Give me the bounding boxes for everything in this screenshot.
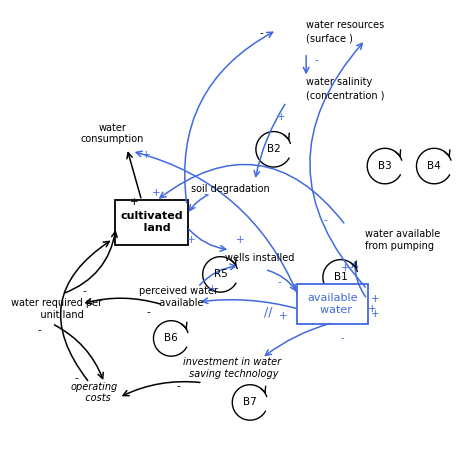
Text: B3: B3 bbox=[378, 161, 392, 171]
Text: B1: B1 bbox=[334, 272, 347, 282]
Text: +: + bbox=[208, 284, 217, 294]
Text: -: - bbox=[324, 215, 328, 225]
Text: (surface ): (surface ) bbox=[306, 33, 353, 43]
Text: -: - bbox=[260, 28, 264, 38]
Text: R5: R5 bbox=[214, 269, 228, 279]
Text: water required per
   unit land: water required per unit land bbox=[11, 298, 102, 320]
Text: -: - bbox=[37, 326, 41, 336]
Text: operating
  costs: operating costs bbox=[71, 382, 118, 403]
Text: +: + bbox=[129, 197, 138, 207]
Text: //: // bbox=[264, 306, 273, 318]
Text: -: - bbox=[146, 307, 150, 317]
Text: +: + bbox=[187, 235, 195, 245]
Text: +: + bbox=[279, 311, 288, 321]
Text: -: - bbox=[314, 55, 318, 65]
Text: water
consumption: water consumption bbox=[81, 123, 144, 144]
Text: +: + bbox=[371, 294, 379, 304]
Text: +: + bbox=[142, 150, 151, 160]
Text: water salinity: water salinity bbox=[306, 78, 373, 87]
Text: -: - bbox=[278, 277, 282, 287]
Text: +: + bbox=[277, 112, 286, 122]
Text: soil degradation: soil degradation bbox=[191, 184, 270, 194]
FancyBboxPatch shape bbox=[115, 200, 188, 245]
Text: +: + bbox=[368, 304, 376, 314]
Text: -: - bbox=[341, 333, 345, 344]
Text: -: - bbox=[75, 373, 79, 383]
Text: wells installed: wells installed bbox=[225, 253, 294, 263]
Text: +: + bbox=[152, 188, 161, 198]
Text: B2: B2 bbox=[267, 144, 281, 154]
FancyBboxPatch shape bbox=[297, 284, 368, 324]
Text: B6: B6 bbox=[164, 333, 178, 344]
Text: investment in water
 saving technology: investment in water saving technology bbox=[183, 357, 282, 379]
Text: water resources: water resources bbox=[306, 20, 384, 30]
Text: B4: B4 bbox=[428, 161, 441, 171]
Text: B7: B7 bbox=[243, 398, 257, 407]
Text: +: + bbox=[236, 235, 245, 245]
Text: water available
from pumping: water available from pumping bbox=[365, 229, 440, 251]
Text: +: + bbox=[371, 309, 379, 319]
Text: +: + bbox=[341, 263, 350, 273]
Text: -: - bbox=[82, 286, 86, 296]
Text: available
  water: available water bbox=[308, 293, 358, 315]
Text: cultivated
   land: cultivated land bbox=[120, 212, 183, 233]
Text: -: - bbox=[204, 188, 208, 199]
Text: perceived water
  available: perceived water available bbox=[138, 286, 218, 308]
Text: -: - bbox=[176, 381, 180, 391]
Text: (concentration ): (concentration ) bbox=[306, 90, 384, 100]
